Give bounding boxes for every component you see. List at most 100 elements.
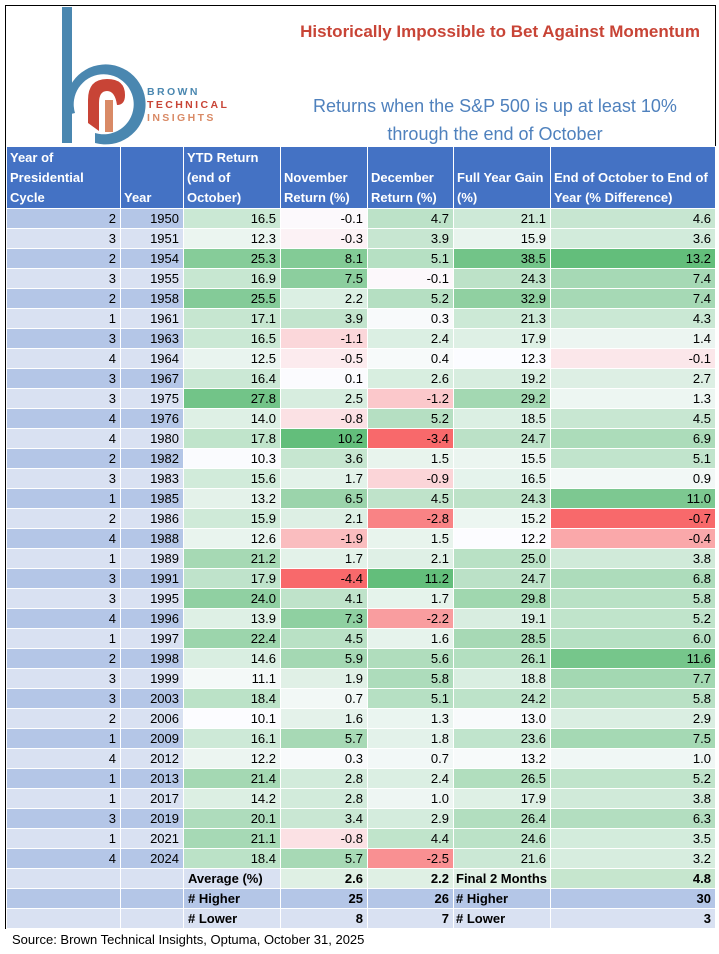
table-row: 2 1954 25.3 8.1 5.1 38.5 13.2 (6, 248, 716, 269)
summary-row: Average (%) 2.6 2.2 Final 2 Months 4.8 (6, 868, 716, 889)
cell-year: 1975 (120, 388, 184, 409)
header-ytd: YTD Return (end of October) (183, 146, 281, 209)
cell-november-return: 4.1 (280, 588, 368, 609)
cell-year: 1958 (120, 288, 184, 309)
cell-full-year-gain: 26.5 (453, 768, 551, 789)
summary-row: # Lower 8 7 # Lower 3 (6, 908, 716, 929)
cell-ytd-return: 14.6 (183, 648, 281, 669)
cell-year: 1950 (120, 208, 184, 229)
cell-full-year-gain: 15.5 (453, 448, 551, 469)
cell-year: 1964 (120, 348, 184, 369)
cell-november-return: 2.8 (280, 768, 368, 789)
cell-december-return: 2.1 (367, 548, 454, 569)
cell-november-return: 4.5 (280, 628, 368, 649)
cell-november-return: 5.7 (280, 728, 368, 749)
cell-cycle: 1 (6, 728, 121, 749)
cell-difference: 3.2 (550, 848, 716, 869)
cell-december-return: 4.4 (367, 828, 454, 849)
cell-year: 1980 (120, 428, 184, 449)
cell-full-year-gain: 32.9 (453, 288, 551, 309)
cell-ytd-return: 10.3 (183, 448, 281, 469)
page-subtitle: Returns when the S&P 500 is up at least … (313, 96, 677, 144)
cell-ytd-return: 27.8 (183, 388, 281, 409)
cell-december-return: 5.1 (367, 688, 454, 709)
cell-difference: 2.9 (550, 708, 716, 729)
cell-december-return: 5.2 (367, 408, 454, 429)
cell-november-return: -0.5 (280, 348, 368, 369)
summary-value-2: 30 (550, 888, 716, 909)
cell-difference: 3.5 (550, 828, 716, 849)
cell-ytd-return: 10.1 (183, 708, 281, 729)
cell-difference: 5.8 (550, 588, 716, 609)
summary-label-2: # Higher (453, 888, 551, 909)
cell-ytd-return: 21.1 (183, 828, 281, 849)
cell-full-year-gain: 29.8 (453, 588, 551, 609)
cell-full-year-gain: 24.2 (453, 688, 551, 709)
table-row: 1 2013 21.4 2.8 2.4 26.5 5.2 (6, 768, 716, 789)
summary-label: Average (%) (183, 868, 281, 889)
cell-december-return: 2.9 (367, 808, 454, 829)
cell-difference: 3.8 (550, 788, 716, 809)
cell-november-return: 5.9 (280, 648, 368, 669)
cell-ytd-return: 24.0 (183, 588, 281, 609)
cell-december-return: 5.6 (367, 648, 454, 669)
cell-november-return: 1.9 (280, 668, 368, 689)
cell-year: 1986 (120, 508, 184, 529)
cell-cycle: 3 (6, 468, 121, 489)
cell-ytd-return: 16.5 (183, 208, 281, 229)
cell-december-return: 4.7 (367, 208, 454, 229)
cell-year: 2019 (120, 808, 184, 829)
cell-difference: 13.2 (550, 248, 716, 269)
header-row: Year of Presidential Cycle Year YTD Retu… (6, 146, 716, 209)
header-november: November Return (%) (280, 146, 368, 209)
cell-difference: 11.6 (550, 648, 716, 669)
cell-cycle: 4 (6, 528, 121, 549)
table-row: 1 1997 22.4 4.5 1.6 28.5 6.0 (6, 628, 716, 649)
cell-year: 1988 (120, 528, 184, 549)
summary-empty (6, 908, 121, 929)
cell-december-return: 0.3 (367, 308, 454, 329)
cell-full-year-gain: 21.1 (453, 208, 551, 229)
table-body: 2 1950 16.5 -0.1 4.7 21.1 4.6 3 1951 12.3 -0.3 3.9 1… (6, 208, 716, 929)
cell-year: 1985 (120, 488, 184, 509)
cell-november-return: 0.3 (280, 748, 368, 769)
cell-difference: 5.8 (550, 688, 716, 709)
cell-full-year-gain: 13.2 (453, 748, 551, 769)
cell-november-return: -0.1 (280, 208, 368, 229)
header-cycle: Year of Presidential Cycle (6, 146, 121, 209)
cell-full-year-gain: 12.3 (453, 348, 551, 369)
cell-december-return: 0.7 (367, 748, 454, 769)
cell-year: 1991 (120, 568, 184, 589)
table-row: 3 1999 11.1 1.9 5.8 18.8 7.7 (6, 668, 716, 689)
cell-difference: 3.8 (550, 548, 716, 569)
cell-year: 1983 (120, 468, 184, 489)
table-row: 3 1967 16.4 0.1 2.6 19.2 2.7 (6, 368, 716, 389)
summary-november: 2.6 (280, 868, 368, 889)
table-row: 4 1988 12.6 -1.9 1.5 12.2 -0.4 (6, 528, 716, 549)
summary-empty (120, 868, 184, 889)
cell-year: 2013 (120, 768, 184, 789)
summary-label: # Higher (183, 888, 281, 909)
summary-december: 7 (367, 908, 454, 929)
cell-cycle: 3 (6, 228, 121, 249)
cell-difference: -0.1 (550, 348, 716, 369)
cell-year: 2017 (120, 788, 184, 809)
table-row: 4 1980 17.8 10.2 -3.4 24.7 6.9 (6, 428, 716, 449)
cell-december-return: 5.2 (367, 288, 454, 309)
cell-december-return: 1.8 (367, 728, 454, 749)
cell-year: 1996 (120, 608, 184, 629)
cell-year: 1954 (120, 248, 184, 269)
cell-ytd-return: 11.1 (183, 668, 281, 689)
summary-label-2: Final 2 Months (453, 868, 551, 889)
header-year: Year (120, 146, 184, 209)
cell-year: 1963 (120, 328, 184, 349)
cell-ytd-return: 13.9 (183, 608, 281, 629)
cell-november-return: 2.8 (280, 788, 368, 809)
cell-november-return: 8.1 (280, 248, 368, 269)
cell-cycle: 2 (6, 708, 121, 729)
cell-november-return: 1.6 (280, 708, 368, 729)
cell-cycle: 4 (6, 408, 121, 429)
cell-cycle: 4 (6, 748, 121, 769)
cell-difference: 4.5 (550, 408, 716, 429)
cell-year: 2003 (120, 688, 184, 709)
